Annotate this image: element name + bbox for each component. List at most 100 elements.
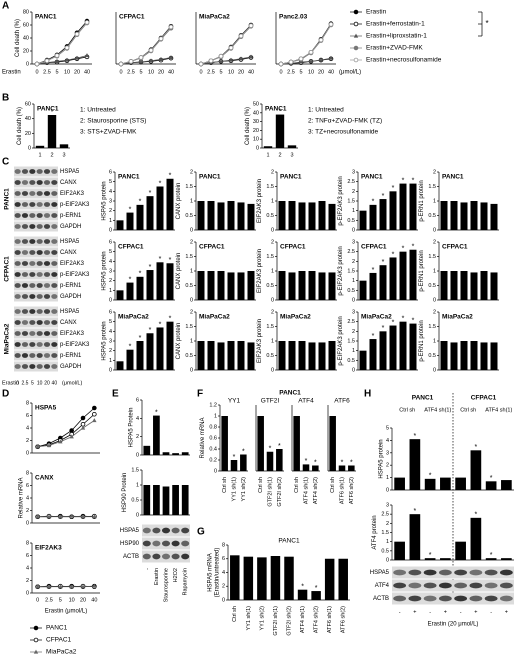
- significance: *: [475, 512, 478, 519]
- blot-band: [438, 582, 452, 589]
- y-tick-label: 0: [386, 487, 389, 493]
- blot-band: [21, 239, 29, 244]
- bar: [237, 341, 245, 370]
- marker: [158, 36, 164, 41]
- x-tick-label: -: [144, 568, 150, 570]
- y-tick-label: 0: [136, 452, 139, 458]
- bar: [318, 201, 326, 230]
- bar: [440, 477, 451, 490]
- blot-band: [181, 540, 190, 547]
- significance: *: [269, 446, 272, 453]
- blot-band: [469, 595, 483, 602]
- blot-band: [29, 261, 36, 266]
- blot-band: [43, 224, 51, 229]
- blot-band: [36, 169, 43, 174]
- marker: [92, 405, 97, 411]
- significance: *: [233, 454, 236, 461]
- blot-band: [21, 320, 29, 325]
- bar: [409, 183, 417, 230]
- x-tick-label: H2O2: [173, 568, 179, 582]
- y-tick-label: 6: [222, 556, 225, 562]
- marker: [308, 59, 314, 63]
- bar: [480, 202, 488, 230]
- blot-strip: [14, 350, 58, 361]
- blot-band: [21, 353, 29, 358]
- marker: [74, 31, 80, 37]
- blot-band: [43, 272, 51, 277]
- blot-band: [14, 320, 21, 325]
- bar: [278, 271, 286, 300]
- y-tick-label: 60: [23, 22, 29, 28]
- significance: *: [372, 333, 375, 340]
- chart-title: MiaPaCa2: [442, 314, 473, 321]
- x-tick-label: 3: [62, 152, 65, 158]
- y-axis-label: Relative mRNA: [18, 477, 24, 518]
- bar: [409, 323, 417, 370]
- blot-band: [14, 294, 21, 299]
- blot-band: [14, 191, 21, 196]
- x-tick-label: YY1 sh(2): [259, 606, 265, 631]
- y-tick-label: 1: [109, 218, 112, 224]
- x-tick-label: 40: [248, 69, 254, 75]
- y-tick-label: 0.5: [185, 353, 193, 359]
- marker: [35, 584, 40, 589]
- chart-title: PANC1: [199, 174, 221, 181]
- bar: [409, 514, 421, 560]
- y-tick-label: 0: [136, 512, 139, 518]
- blot-band: [36, 283, 43, 288]
- blot-band: [51, 169, 58, 174]
- legend-label: MiaPaCa2: [46, 649, 77, 656]
- bar: [369, 339, 377, 370]
- significance: *: [139, 199, 142, 206]
- y-axis-label: Relative mRNA: [200, 417, 206, 458]
- chart-title: CANX: [35, 475, 54, 482]
- blot-band: [21, 250, 29, 255]
- x-tick-label: 2: [50, 152, 53, 158]
- marker: [46, 514, 52, 519]
- bar: [227, 341, 235, 370]
- y-tick-label: 2: [433, 309, 436, 315]
- blot-strip: [14, 199, 58, 210]
- bar: [293, 416, 300, 471]
- blot-band: [36, 202, 43, 207]
- line: [36, 55, 88, 65]
- blot-label: EIF2AK3: [60, 331, 85, 337]
- y-tick-label: 4: [109, 259, 112, 265]
- marker: [168, 55, 174, 60]
- y-tick-label: 0.6: [209, 435, 217, 441]
- legend-note: 3: TZ+necrosulfonamide: [308, 129, 379, 136]
- bar: [485, 558, 497, 560]
- significance: *: [169, 173, 172, 180]
- panel-letter: C: [2, 157, 9, 168]
- blot-band: [43, 169, 51, 174]
- bar: [399, 321, 407, 370]
- blot-band: [43, 309, 51, 314]
- blot-band: [14, 261, 21, 266]
- marker: [248, 23, 254, 28]
- y-tick-label: 0: [26, 590, 29, 596]
- y-tick-label: 0.5: [131, 497, 139, 503]
- x-tick-label: 20: [74, 69, 80, 75]
- y-tick-label: 1: [214, 413, 217, 419]
- marker: [35, 514, 40, 519]
- significance: *: [429, 552, 432, 559]
- y-tick-label: 0.5: [381, 548, 389, 554]
- blot-band: [36, 309, 43, 314]
- significance: *: [414, 508, 417, 515]
- x-tick-label: Ctrl sh: [294, 477, 300, 493]
- blot-label: p-ERN1: [60, 353, 82, 359]
- subgroup-label: Ctrl sh: [399, 407, 415, 413]
- blot-band: [423, 595, 437, 602]
- line: [280, 23, 332, 65]
- y-tick-label: 3: [386, 502, 389, 508]
- line: [37, 420, 95, 448]
- y-tick-label: 4: [26, 495, 29, 501]
- blot-band: [438, 569, 452, 576]
- bar: [455, 477, 466, 490]
- y-tick-label: 1.5: [428, 184, 436, 190]
- marker: [328, 22, 334, 27]
- significance: *: [402, 316, 405, 323]
- line: [120, 26, 172, 65]
- bar: [409, 249, 417, 300]
- bar: [197, 341, 205, 370]
